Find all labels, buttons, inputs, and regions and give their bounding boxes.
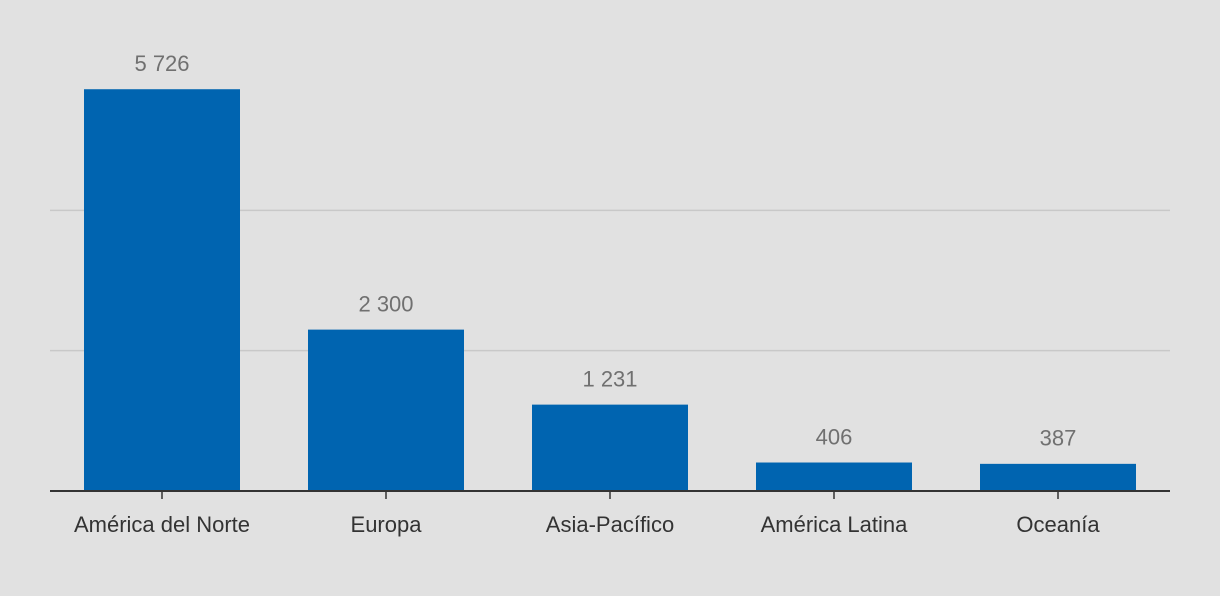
x-tick-label: América del Norte xyxy=(74,512,250,537)
bar xyxy=(84,89,240,491)
value-label: 2 300 xyxy=(358,291,413,316)
x-tick-label: Oceanía xyxy=(1016,512,1100,537)
bar xyxy=(980,463,1136,491)
bar xyxy=(756,462,912,491)
bar xyxy=(532,404,688,491)
value-label: 406 xyxy=(816,424,853,449)
value-label: 1 231 xyxy=(582,366,637,391)
x-tick-label: Asia-Pacífico xyxy=(546,512,674,537)
x-tick-label: América Latina xyxy=(761,512,909,537)
value-label: 5 726 xyxy=(134,51,189,76)
value-label: 387 xyxy=(1040,426,1077,451)
bar xyxy=(308,329,464,491)
x-tick-label: Europa xyxy=(351,512,423,537)
